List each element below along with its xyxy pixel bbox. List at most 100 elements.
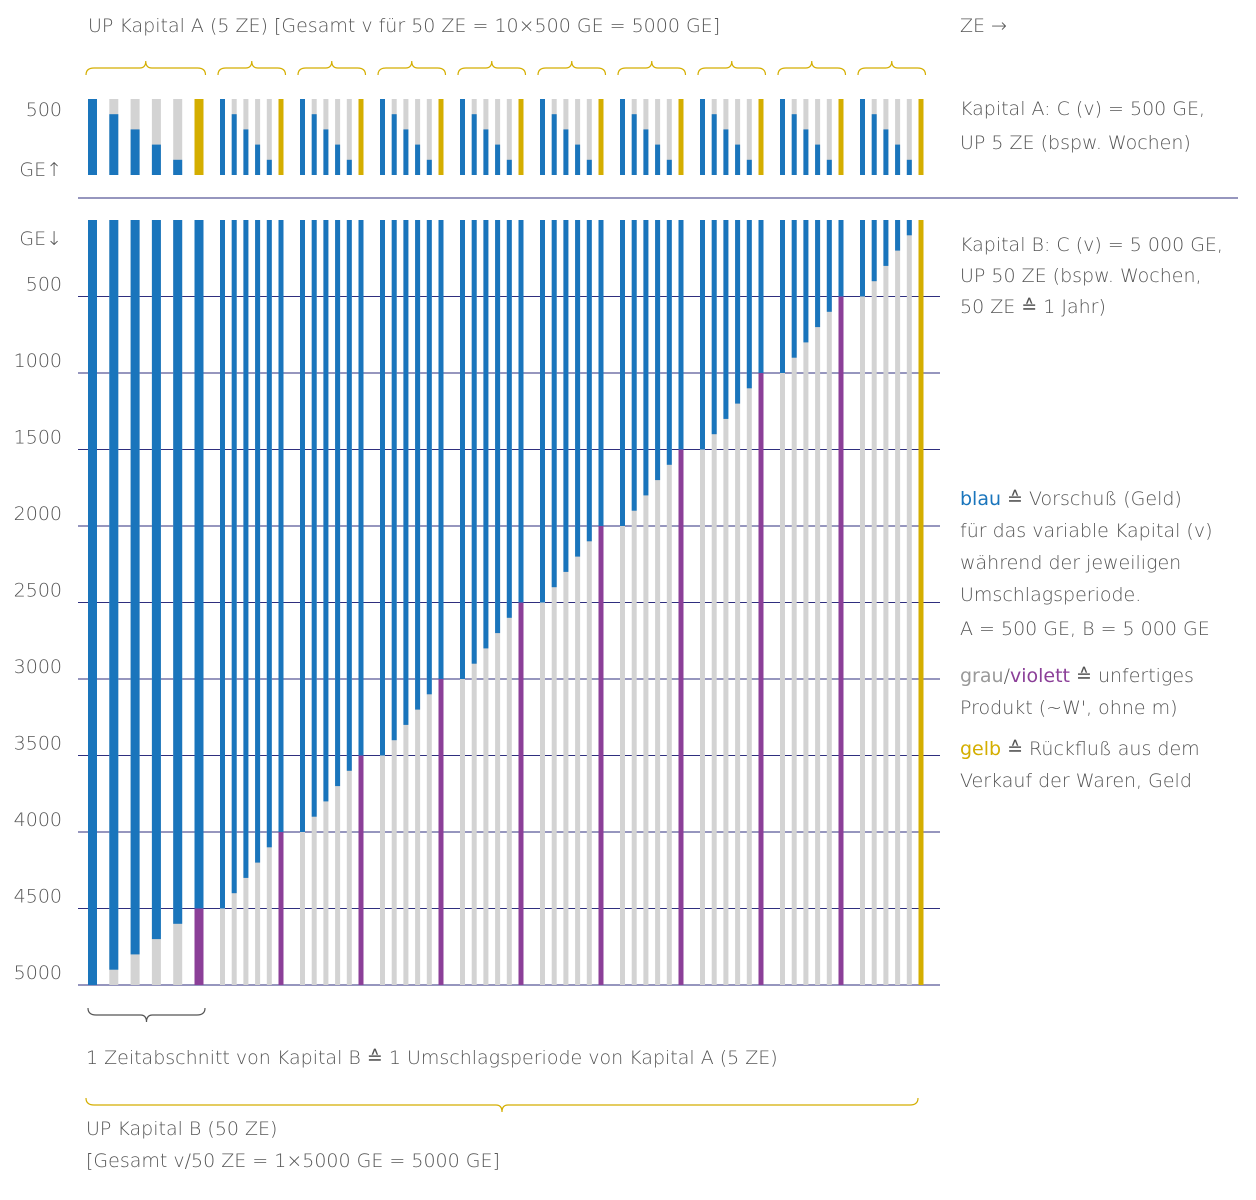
y-tick-label: 2000 bbox=[14, 503, 62, 525]
return-bar bbox=[438, 99, 444, 175]
advance-bar bbox=[243, 129, 249, 175]
group-brace bbox=[697, 60, 767, 76]
advance-bar bbox=[711, 114, 717, 175]
y-tick-label: 500 bbox=[26, 99, 62, 121]
advance-bar bbox=[815, 220, 821, 328]
return-bar bbox=[678, 99, 684, 175]
legend-text: für das variable Kapital (v) bbox=[960, 520, 1213, 542]
advance-bar bbox=[335, 144, 341, 175]
advance-bar bbox=[88, 220, 97, 985]
advance-bar bbox=[780, 99, 785, 175]
advance-bar bbox=[815, 144, 821, 175]
advance-bar bbox=[506, 159, 512, 175]
legend-text: ≙ unfertiges bbox=[1076, 665, 1194, 687]
advance-bar bbox=[575, 220, 581, 557]
advance-bar bbox=[346, 159, 352, 175]
bar-background bbox=[906, 220, 912, 985]
advance-bar bbox=[518, 220, 524, 603]
advance-bar bbox=[415, 144, 421, 175]
advance-bar bbox=[415, 220, 421, 710]
group-brace bbox=[377, 60, 447, 76]
advance-bar bbox=[655, 220, 661, 481]
advance-bar bbox=[643, 129, 649, 175]
advance-bar bbox=[666, 220, 672, 465]
advance-bar bbox=[471, 114, 477, 175]
legend-text: Verkauf der Waren, Geld bbox=[960, 770, 1192, 792]
bar-background bbox=[620, 220, 625, 985]
advance-bar bbox=[723, 129, 729, 175]
group-brace bbox=[457, 60, 527, 76]
legend-term: grau bbox=[960, 665, 1004, 687]
closed-product-bar bbox=[438, 679, 444, 985]
note: Kapital B: C (v) = 5 000 GE, bbox=[960, 234, 1223, 256]
x-axis-label: [Gesamt v/50 ZE = 1×5000 GE = 5000 GE] bbox=[86, 1150, 500, 1172]
advance-bar bbox=[643, 220, 649, 496]
bar-background bbox=[895, 99, 901, 175]
advance-bar bbox=[380, 99, 385, 175]
bar-background bbox=[643, 220, 649, 985]
y-tick-label: 4000 bbox=[14, 809, 62, 831]
advance-bar bbox=[723, 220, 729, 419]
x-axis-label: UP Kapital B (50 ZE) bbox=[86, 1118, 277, 1140]
advance-bar bbox=[460, 220, 465, 679]
advance-bar bbox=[243, 220, 249, 878]
bar-background bbox=[495, 99, 501, 175]
return-bar bbox=[838, 99, 844, 175]
advance-bar bbox=[231, 114, 237, 175]
advance-bar bbox=[860, 99, 865, 175]
advance-bar bbox=[551, 220, 557, 588]
closed-product-bar bbox=[278, 832, 284, 985]
return-bar bbox=[194, 99, 204, 175]
return-bar bbox=[518, 99, 524, 175]
note: UP 5 ZE (bspw. Wochen) bbox=[960, 132, 1191, 154]
y-tick-label: 3000 bbox=[14, 656, 62, 678]
advance-bar bbox=[300, 99, 305, 175]
advance-bar bbox=[563, 220, 569, 572]
y-tick-label: 3500 bbox=[14, 733, 62, 755]
advance-bar bbox=[631, 114, 637, 175]
legend-entry: grau/violett ≙ unfertiges bbox=[960, 665, 1194, 687]
bar-background bbox=[700, 220, 705, 985]
bar-background bbox=[735, 220, 741, 985]
y-tick-label: 5000 bbox=[14, 962, 62, 984]
y-tick-label: 4500 bbox=[14, 886, 62, 908]
legend-text: ≙ Vorschuß (Geld) bbox=[1007, 488, 1182, 510]
advance-bar bbox=[838, 220, 844, 297]
legend-text: während der jeweiligen bbox=[960, 552, 1181, 574]
bar-background bbox=[586, 220, 592, 985]
advance-bar bbox=[860, 220, 865, 297]
return-bar bbox=[918, 220, 924, 985]
advance-bar bbox=[426, 159, 432, 175]
advance-bar bbox=[231, 220, 237, 894]
closed-product-bar bbox=[518, 602, 524, 985]
legend-entry: blau ≙ Vorschuß (Geld) bbox=[960, 488, 1182, 510]
advance-bar bbox=[151, 220, 161, 940]
bar-background bbox=[666, 99, 672, 175]
advance-bar bbox=[780, 220, 785, 373]
advance-bar bbox=[826, 220, 832, 312]
y-tick-label: 1000 bbox=[14, 350, 62, 372]
advance-bar bbox=[323, 220, 329, 802]
y-tick-label: 1500 bbox=[14, 427, 62, 449]
legend-entry: gelb ≙ Rückfluß aus dem bbox=[960, 738, 1200, 760]
advance-bar bbox=[791, 114, 797, 175]
advance-bar bbox=[391, 220, 397, 741]
advance-bar bbox=[883, 129, 889, 175]
closed-product-bar bbox=[194, 908, 204, 985]
group-brace bbox=[297, 60, 367, 76]
advance-bar bbox=[403, 220, 409, 725]
closed-product-bar bbox=[358, 755, 364, 985]
advance-bar bbox=[746, 159, 752, 175]
advance-bar bbox=[678, 220, 684, 450]
advance-bar bbox=[380, 220, 385, 756]
closed-product-bar bbox=[598, 526, 604, 985]
advance-bar bbox=[551, 114, 557, 175]
note: UP 50 ZE (bspw. Wochen, bbox=[960, 265, 1202, 287]
bar-background bbox=[895, 220, 901, 985]
advance-bar bbox=[883, 220, 889, 266]
x-axis-label: ZE → bbox=[960, 15, 1007, 37]
group-brace bbox=[617, 60, 687, 76]
advance-bar bbox=[758, 220, 764, 373]
advance-bar bbox=[194, 220, 204, 909]
